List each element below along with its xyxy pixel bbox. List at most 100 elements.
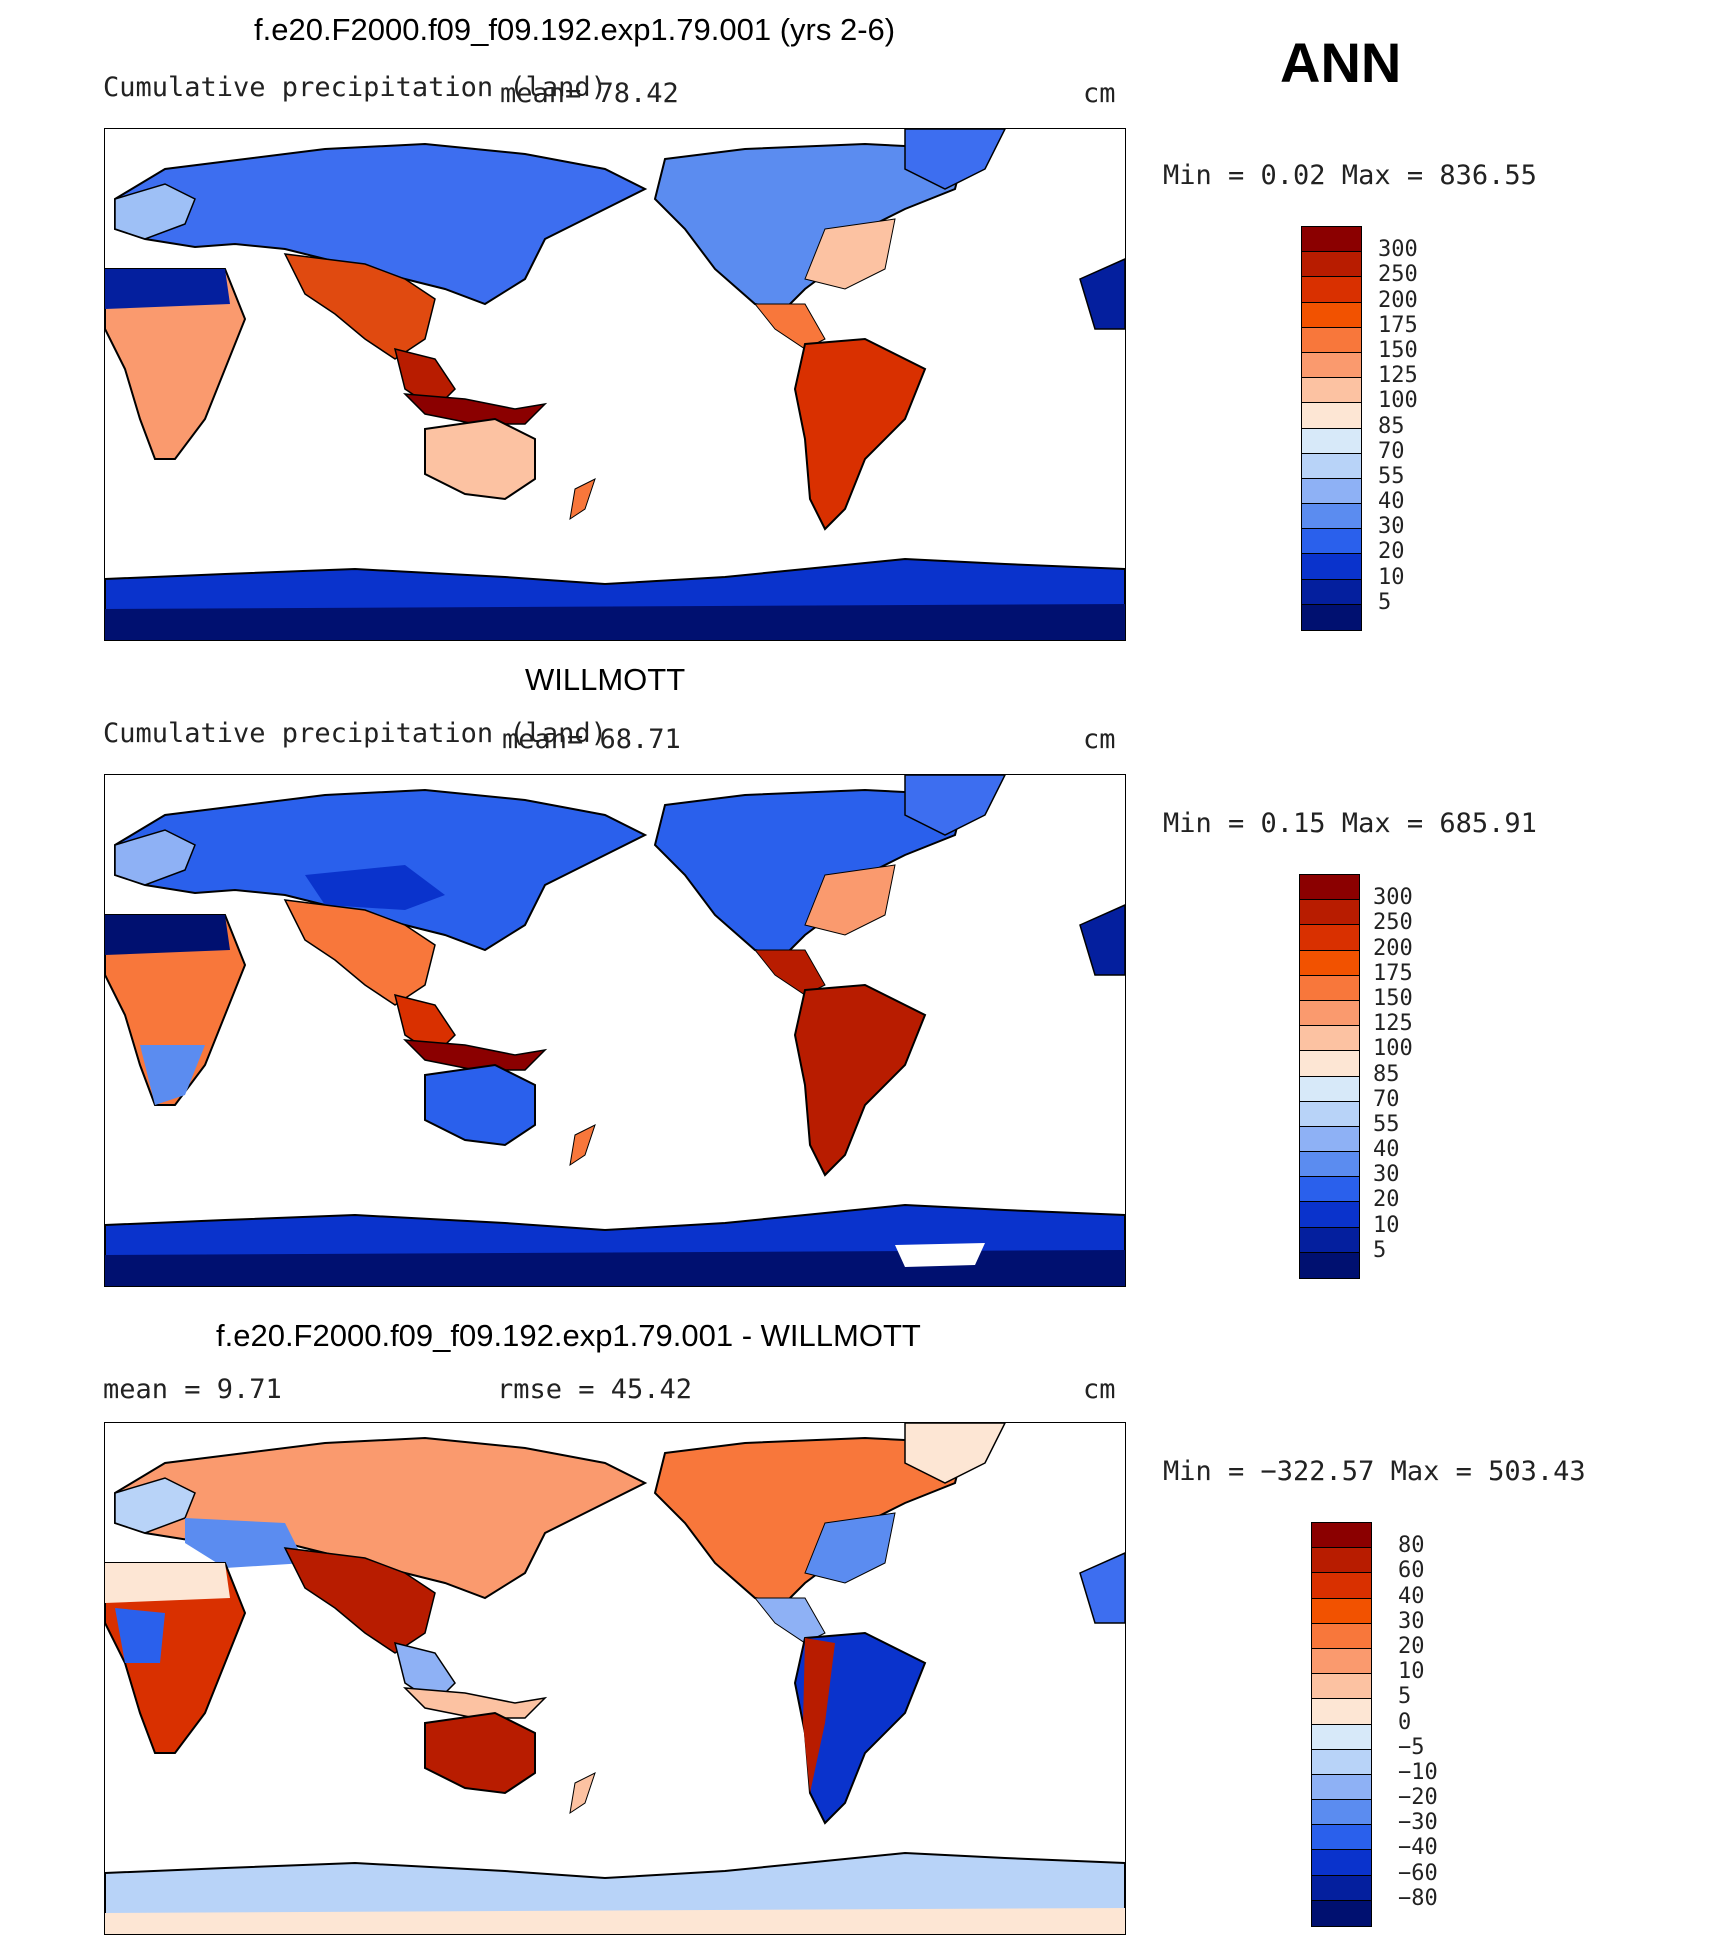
land-africa <box>105 914 247 1106</box>
land-greenland <box>904 775 1006 836</box>
colorbar-swatch <box>1302 604 1361 630</box>
land-antarctica-deep <box>105 604 1125 640</box>
colorbar-label: 30 <box>1373 1162 1400 1188</box>
colorbar-swatch <box>1300 1126 1359 1153</box>
colorbar-swatch <box>1302 529 1361 555</box>
colorbar-label: 150 <box>1378 337 1418 363</box>
panel-2-title: WILLMOTT <box>525 662 686 697</box>
season-label: ANN <box>1280 31 1402 94</box>
land-australia <box>424 417 536 501</box>
colorbar-label: 5 <box>1398 1684 1412 1710</box>
panel-3-minmax: Min = −322.57 Max = 503.43 <box>1163 1456 1586 1487</box>
colorbar-swatch <box>1300 975 1359 1001</box>
colorbar-swatch <box>1312 1749 1371 1775</box>
panel-2-minmax: Min = 0.15 Max = 685.91 <box>1163 808 1537 839</box>
land-antarctica-deep <box>105 1250 1125 1286</box>
land-new-zealand <box>569 1124 596 1167</box>
land-africa-right-edge <box>1079 904 1125 976</box>
land-indonesia <box>403 393 548 425</box>
colorbar-label: 100 <box>1378 388 1418 414</box>
colorbar-label: 55 <box>1378 463 1405 489</box>
land-greenland <box>904 129 1006 190</box>
colorbar-swatch <box>1300 1026 1359 1052</box>
colorbar-swatch <box>1312 1724 1371 1750</box>
colorbar-label: 125 <box>1373 1011 1413 1037</box>
colorbar-swatch <box>1312 1598 1371 1624</box>
colorbar-label: −10 <box>1398 1759 1438 1785</box>
panel-1-subtitle: Cumulative precipitation (land) <box>103 72 607 103</box>
colorbar-swatch <box>1300 875 1359 901</box>
panel-3-map <box>104 1422 1126 1935</box>
colorbar-swatch <box>1302 252 1361 278</box>
land-africa-right-edge <box>1079 1552 1125 1624</box>
colorbar-label: 10 <box>1398 1659 1425 1685</box>
colorbar-swatch <box>1302 352 1361 379</box>
colorbar-label: 10 <box>1378 564 1405 590</box>
land-new-zealand <box>569 478 596 521</box>
panel-2-subtitle: Cumulative precipitation (land) <box>103 718 607 749</box>
colorbar-swatch <box>1312 1875 1371 1901</box>
colorbar-label: 85 <box>1378 413 1405 439</box>
land-europe <box>114 183 196 240</box>
colorbar-label: 40 <box>1373 1137 1400 1163</box>
panel-1-colorbar <box>1301 226 1362 631</box>
colorbar-swatch <box>1312 1573 1371 1599</box>
colorbar-swatch <box>1300 1202 1359 1228</box>
colorbar-label: 150 <box>1373 985 1413 1011</box>
colorbar-label: 80 <box>1398 1533 1425 1559</box>
colorbar-swatch <box>1312 1825 1371 1851</box>
colorbar-swatch <box>1312 1674 1371 1700</box>
colorbar-label: 250 <box>1378 262 1418 288</box>
colorbar-swatch <box>1312 1850 1371 1876</box>
colorbar-label: 30 <box>1398 1608 1425 1634</box>
colorbar-swatch <box>1312 1699 1371 1725</box>
colorbar-label: 250 <box>1373 910 1413 936</box>
land-sahara <box>105 1563 230 1603</box>
panel-2-colorbar <box>1299 874 1360 1279</box>
panel-2-mean: mean= 68.71 <box>502 724 681 755</box>
colorbar-swatch <box>1302 478 1361 505</box>
colorbar-label: −5 <box>1398 1734 1425 1760</box>
land-indonesia <box>403 1687 548 1719</box>
colorbar-label: −80 <box>1398 1885 1438 1911</box>
land-south-asia <box>283 899 436 1006</box>
land-south-america <box>793 983 927 1177</box>
colorbar-label: −30 <box>1398 1810 1438 1836</box>
colorbar-label: 55 <box>1373 1111 1400 1137</box>
panel-2-units: cm <box>1083 724 1116 755</box>
colorbar-swatch <box>1300 1076 1359 1102</box>
land-greenland <box>904 1423 1006 1484</box>
colorbar-label: 125 <box>1378 363 1418 389</box>
panel-1-minmax: Min = 0.02 Max = 836.55 <box>1163 160 1537 191</box>
colorbar-swatch <box>1300 1152 1359 1178</box>
colorbar-label: 200 <box>1378 287 1418 313</box>
colorbar-swatch <box>1302 579 1361 605</box>
colorbar-label: 70 <box>1373 1086 1400 1112</box>
colorbar-label: 70 <box>1378 438 1405 464</box>
colorbar-label: 85 <box>1373 1061 1400 1087</box>
colorbar-label: 20 <box>1373 1187 1400 1213</box>
land-sahara <box>105 915 230 955</box>
colorbar-label: 40 <box>1398 1583 1425 1609</box>
land-antarctica-pale <box>105 1908 1125 1934</box>
colorbar-swatch <box>1302 453 1361 479</box>
land-east-us <box>804 864 896 936</box>
colorbar-swatch <box>1302 302 1361 328</box>
colorbar-swatch <box>1312 1800 1371 1826</box>
land-south-asia <box>283 1547 436 1654</box>
colorbar-swatch <box>1300 1227 1359 1253</box>
colorbar-swatch <box>1312 1623 1371 1649</box>
land-africa-right-edge <box>1079 258 1125 330</box>
colorbar-swatch <box>1300 925 1359 951</box>
colorbar-label: 30 <box>1378 514 1405 540</box>
land-australia <box>424 1063 536 1147</box>
panel-1-map <box>104 128 1126 641</box>
panel-2-map-svg <box>105 775 1125 1286</box>
panel-3-units: cm <box>1083 1374 1116 1405</box>
colorbar-label: 40 <box>1378 489 1405 515</box>
colorbar-label: −60 <box>1398 1860 1438 1886</box>
colorbar-swatch <box>1302 227 1361 253</box>
land-south-asia <box>283 253 436 360</box>
panel-2-map <box>104 774 1126 1287</box>
land-sahara <box>105 269 230 309</box>
